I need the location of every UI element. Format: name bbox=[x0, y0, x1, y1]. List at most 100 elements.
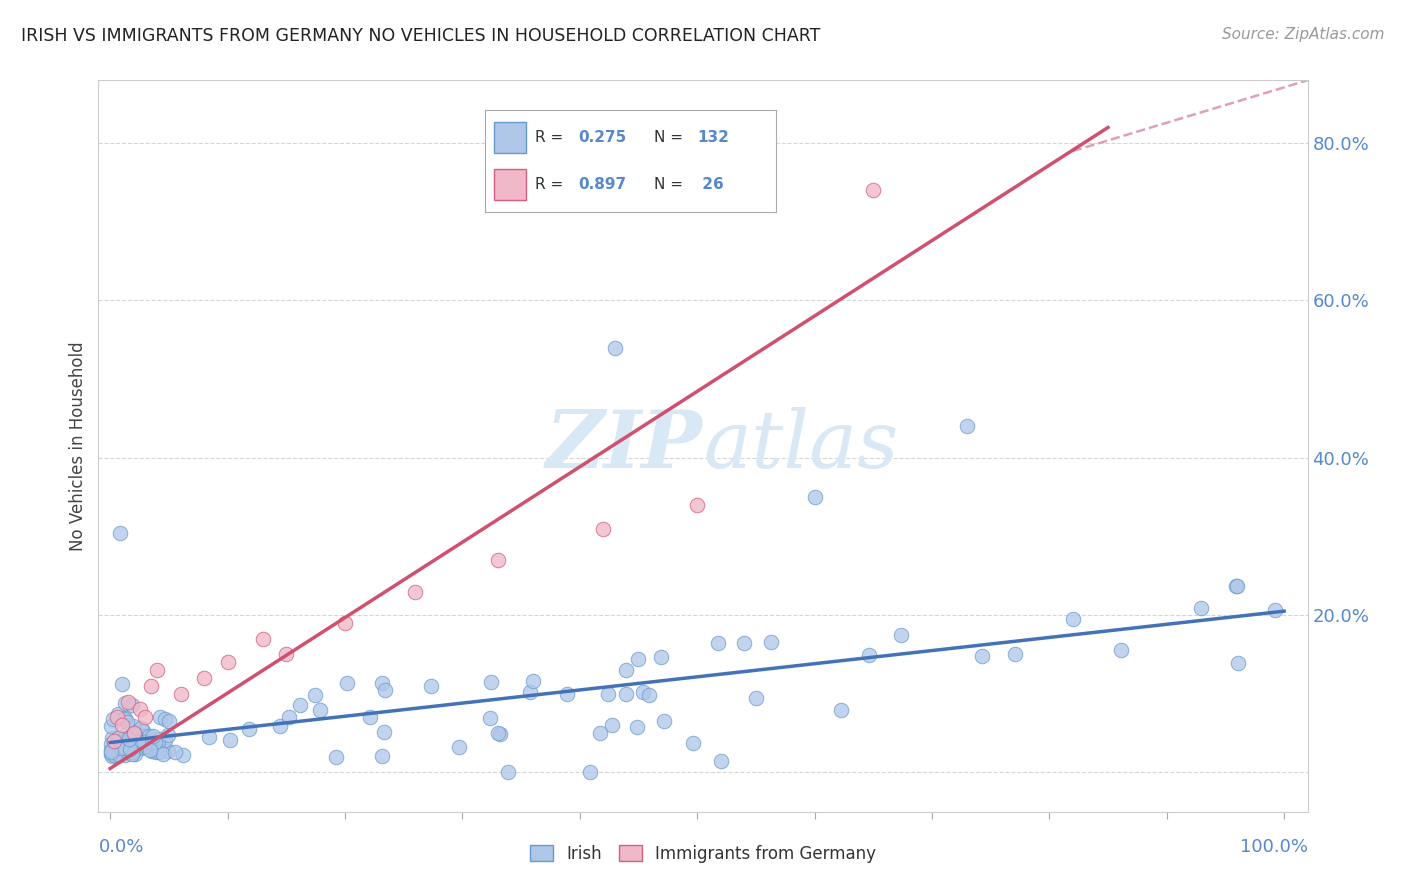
Point bbox=[519, 685, 541, 699]
Point bbox=[276, 648, 298, 662]
Text: ZIP: ZIP bbox=[546, 408, 703, 484]
Point bbox=[478, 711, 501, 725]
Point bbox=[122, 726, 145, 740]
Point bbox=[579, 765, 602, 780]
Text: IRISH VS IMMIGRANTS FROM GERMANY NO VEHICLES IN HOUSEHOLD CORRELATION CHART: IRISH VS IMMIGRANTS FROM GERMANY NO VEHI… bbox=[21, 27, 821, 45]
Point bbox=[114, 727, 136, 741]
Point bbox=[157, 728, 180, 742]
Point bbox=[105, 710, 128, 724]
Point bbox=[117, 731, 139, 746]
Point bbox=[122, 719, 145, 733]
Point bbox=[110, 739, 132, 754]
Point bbox=[598, 687, 620, 701]
Point bbox=[1111, 643, 1133, 657]
Point bbox=[107, 739, 129, 753]
Point bbox=[159, 714, 181, 728]
Point bbox=[970, 648, 993, 663]
Point bbox=[304, 688, 326, 702]
Point bbox=[121, 745, 143, 759]
Point bbox=[862, 183, 884, 197]
Point bbox=[124, 728, 146, 742]
Point bbox=[956, 419, 979, 434]
Point bbox=[238, 722, 260, 736]
Point bbox=[107, 735, 129, 749]
Point bbox=[134, 729, 156, 743]
Point bbox=[108, 525, 131, 540]
Point bbox=[117, 731, 139, 745]
Point bbox=[710, 754, 733, 768]
Point bbox=[111, 745, 134, 759]
Point bbox=[592, 522, 614, 536]
Point bbox=[118, 742, 141, 756]
Point bbox=[100, 719, 122, 733]
Point bbox=[278, 710, 301, 724]
Point bbox=[145, 735, 167, 749]
Point bbox=[686, 498, 709, 512]
Point bbox=[218, 732, 240, 747]
Point bbox=[555, 687, 578, 701]
Point bbox=[112, 739, 135, 754]
Y-axis label: No Vehicles in Household: No Vehicles in Household bbox=[69, 341, 87, 551]
Point bbox=[404, 584, 426, 599]
Point bbox=[650, 649, 672, 664]
Point bbox=[114, 711, 136, 725]
Point bbox=[146, 735, 169, 749]
Point bbox=[103, 747, 125, 762]
Point bbox=[288, 698, 311, 712]
Point bbox=[370, 675, 392, 690]
Point bbox=[371, 749, 394, 764]
Point bbox=[217, 655, 239, 669]
Point bbox=[124, 747, 146, 761]
Text: 100.0%: 100.0% bbox=[1240, 838, 1308, 856]
Text: 0.0%: 0.0% bbox=[98, 838, 143, 856]
Point bbox=[107, 707, 129, 722]
Point bbox=[172, 747, 194, 762]
Point bbox=[107, 731, 129, 746]
Point bbox=[489, 727, 512, 741]
Point bbox=[134, 735, 156, 749]
Point bbox=[830, 703, 852, 717]
Point bbox=[496, 765, 519, 780]
Point bbox=[761, 635, 783, 649]
Point bbox=[146, 663, 169, 677]
Point bbox=[121, 747, 143, 761]
Point bbox=[269, 719, 291, 733]
Point bbox=[333, 615, 356, 630]
Point bbox=[479, 674, 502, 689]
Point bbox=[100, 737, 122, 751]
Point bbox=[100, 745, 122, 759]
Point bbox=[117, 743, 139, 757]
Point bbox=[121, 698, 143, 712]
Point bbox=[124, 743, 146, 757]
Point bbox=[142, 729, 165, 743]
Point bbox=[803, 490, 825, 504]
Point bbox=[198, 730, 221, 744]
Point bbox=[138, 729, 160, 743]
Point bbox=[100, 743, 122, 757]
Point bbox=[141, 743, 163, 757]
Point bbox=[373, 724, 395, 739]
Point bbox=[101, 731, 124, 745]
Point bbox=[148, 745, 170, 759]
Point bbox=[1225, 579, 1247, 593]
Point bbox=[626, 720, 648, 734]
Point bbox=[139, 743, 162, 757]
Point bbox=[447, 739, 470, 754]
Point bbox=[132, 723, 155, 738]
Text: atlas: atlas bbox=[703, 408, 898, 484]
Point bbox=[325, 750, 347, 764]
Point bbox=[1062, 612, 1084, 626]
Point bbox=[141, 679, 163, 693]
Point bbox=[129, 741, 152, 756]
Point bbox=[110, 743, 132, 757]
Point bbox=[132, 739, 155, 754]
Point bbox=[103, 734, 125, 748]
Point bbox=[101, 712, 124, 726]
Point bbox=[707, 636, 730, 650]
Point bbox=[627, 651, 650, 665]
Point bbox=[122, 727, 145, 741]
Point bbox=[114, 697, 136, 711]
Legend: Irish, Immigrants from Germany: Irish, Immigrants from Germany bbox=[523, 838, 883, 869]
Point bbox=[682, 736, 704, 750]
Point bbox=[252, 632, 274, 646]
